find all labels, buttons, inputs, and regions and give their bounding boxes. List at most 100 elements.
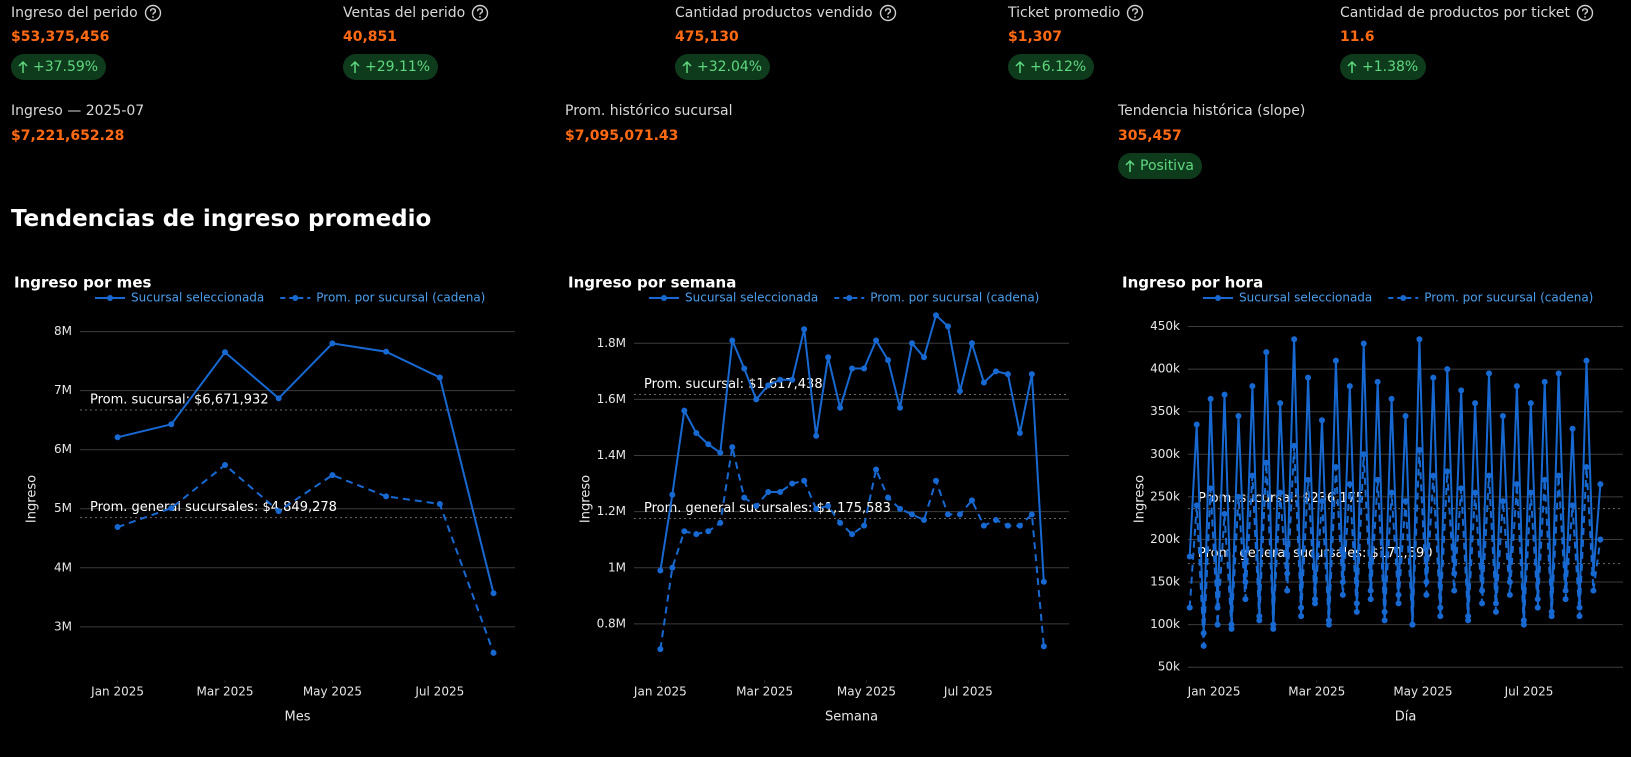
y-tick-label: 400k	[1150, 362, 1180, 376]
y-tick-label: 150k	[1150, 575, 1180, 589]
series-line	[117, 342, 495, 594]
point	[168, 505, 175, 512]
point	[1486, 370, 1493, 377]
point	[1339, 591, 1346, 598]
summary-value: $7,095,071.43	[565, 128, 679, 144]
point	[1186, 604, 1193, 611]
icon-dot	[1584, 16, 1586, 18]
kpi-label-text: Ventas del perido	[343, 5, 466, 21]
point	[1221, 510, 1228, 517]
reference-label: Prom. sucursal: $6,671,932	[90, 393, 269, 408]
point	[1527, 489, 1534, 496]
point	[765, 382, 772, 389]
kpi-label-text: Cantidad productos vendido	[675, 5, 873, 21]
point	[383, 348, 390, 355]
icon-glyph	[682, 60, 692, 73]
point	[1444, 468, 1451, 475]
point	[1576, 613, 1583, 620]
chart-title: Ingreso por hora	[1122, 274, 1263, 292]
x-axis-title: Semana	[825, 710, 878, 725]
point	[1437, 613, 1444, 620]
y-tick-label: 300k	[1150, 447, 1180, 461]
y-tick-label: 350k	[1150, 404, 1180, 418]
point	[1284, 570, 1291, 577]
point	[849, 365, 856, 372]
point	[490, 590, 497, 597]
kpi-change-badge: +6.12%	[1008, 54, 1095, 80]
icon-glyph	[1132, 8, 1139, 15]
point	[741, 494, 748, 501]
point	[1353, 608, 1360, 615]
summary-label: Prom. histórico sucursal	[565, 103, 733, 119]
icon-dot	[886, 16, 889, 18]
point	[1590, 587, 1597, 594]
icon-glyph	[477, 8, 484, 15]
point	[1235, 412, 1242, 419]
y-tick-label: 6M	[54, 442, 72, 456]
point	[1367, 596, 1374, 603]
point	[717, 449, 724, 456]
help-icon	[144, 4, 161, 22]
point	[1527, 400, 1534, 407]
point	[1569, 502, 1576, 509]
kpi-label-text: Ingreso del perido	[11, 5, 138, 21]
point	[657, 646, 664, 653]
section-title: Tendencias de ingreso promedio	[11, 206, 432, 232]
point	[1291, 336, 1298, 343]
arrow-icon	[1125, 159, 1135, 172]
point	[741, 365, 748, 372]
point	[1016, 430, 1023, 437]
y-tick-label: 200k	[1150, 532, 1180, 546]
point	[765, 488, 772, 495]
summary-label: Tendencia histórica (slope)	[1118, 103, 1306, 119]
point	[1520, 621, 1527, 628]
summary-value: $7,221,652.28	[11, 128, 125, 144]
point	[801, 326, 808, 333]
point	[1291, 442, 1298, 449]
point	[1416, 336, 1423, 343]
legend-label: Prom. por sucursal (cadena)	[316, 291, 485, 305]
point	[275, 508, 282, 515]
point	[980, 522, 987, 529]
point	[1423, 591, 1430, 598]
kpi-change-badge: +29.11%	[343, 54, 439, 80]
y-tick-label: 1.8M	[597, 336, 626, 350]
point	[1256, 617, 1263, 624]
point	[1040, 578, 1047, 585]
point	[1479, 600, 1486, 607]
point	[873, 466, 880, 473]
legend-label: Prom. por sucursal (cadena)	[870, 291, 1039, 305]
point	[1430, 374, 1437, 381]
point	[1583, 464, 1590, 471]
point	[329, 340, 336, 347]
y-axis-title: Ingreso	[1133, 475, 1148, 523]
point	[1492, 608, 1499, 615]
point	[1004, 371, 1011, 378]
icon-ring	[1127, 4, 1144, 22]
reference-label: Prom. general sucursales: $4,849,278	[90, 500, 337, 515]
x-axis-title: Día	[1395, 710, 1417, 725]
kpi-change-badge: +1.38%	[1340, 54, 1427, 80]
series-line	[659, 313, 1045, 582]
point	[1318, 417, 1325, 424]
point	[777, 488, 784, 495]
point	[669, 564, 676, 571]
point	[1360, 451, 1367, 458]
point	[1597, 481, 1604, 488]
point	[1207, 395, 1214, 402]
point	[1562, 596, 1569, 603]
kpi-change: +1.38%	[1362, 59, 1419, 75]
point	[1214, 621, 1221, 628]
y-tick-label: 1M	[608, 560, 626, 574]
y-tick-label: 1.2M	[597, 504, 626, 518]
point	[1472, 489, 1479, 496]
point	[1249, 383, 1256, 390]
kpi-value: $1,307	[1008, 29, 1063, 45]
kpi-label: Cantidad de productos por ticket	[1340, 4, 1594, 22]
legend-marker	[1215, 295, 1221, 301]
point	[693, 531, 700, 538]
x-tick-label: Jul 2025	[414, 685, 464, 699]
point	[753, 396, 760, 403]
point	[885, 357, 892, 364]
point	[932, 312, 939, 319]
